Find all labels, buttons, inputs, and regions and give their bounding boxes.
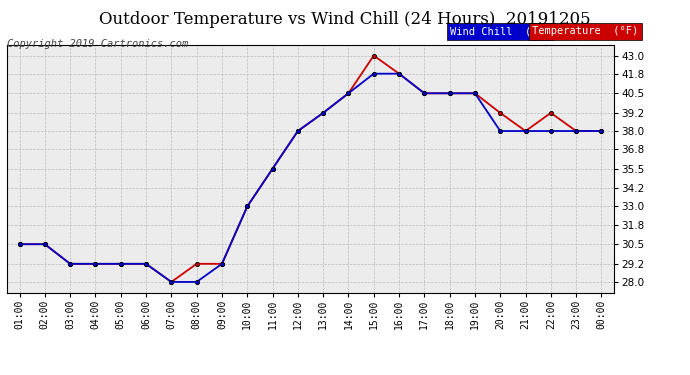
Text: Copyright 2019 Cartronics.com: Copyright 2019 Cartronics.com [7, 39, 188, 50]
Text: Wind Chill  (°F): Wind Chill (°F) [450, 26, 550, 36]
Text: Outdoor Temperature vs Wind Chill (24 Hours)  20191205: Outdoor Temperature vs Wind Chill (24 Ho… [99, 11, 591, 28]
Text: Temperature  (°F): Temperature (°F) [532, 26, 638, 36]
